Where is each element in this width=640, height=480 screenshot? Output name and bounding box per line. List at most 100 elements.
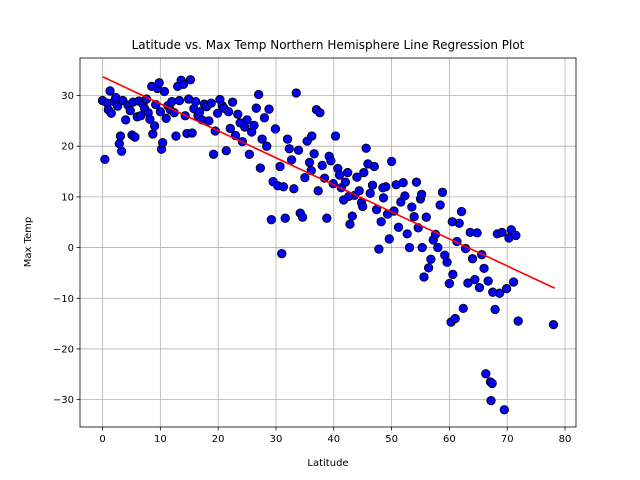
data-point (227, 97, 238, 107)
data-point (251, 103, 261, 113)
data-point (458, 303, 468, 314)
x-tick-label: 10 (154, 434, 167, 445)
data-point (365, 188, 375, 198)
data-point (313, 186, 323, 196)
data-point (264, 104, 274, 114)
data-point (225, 123, 235, 134)
data-point (270, 124, 281, 134)
chart-title: Latitude vs. Max Temp Northern Hemispher… (132, 38, 525, 52)
data-point (112, 101, 123, 111)
data-point (400, 191, 410, 201)
data-point (100, 154, 110, 165)
data-point (433, 242, 443, 253)
data-point (297, 212, 308, 222)
data-point (470, 274, 480, 285)
x-tick-label: 50 (385, 434, 398, 445)
data-point (161, 113, 171, 123)
x-tick-label: 70 (501, 434, 514, 445)
x-tick-label: 0 (99, 434, 105, 445)
data-point (398, 178, 408, 188)
data-point (249, 120, 259, 131)
data-point (513, 316, 523, 326)
data-point (255, 163, 266, 173)
y-tick-label: 0 (68, 243, 74, 254)
data-point (378, 193, 389, 203)
data-point (404, 242, 415, 253)
data-point (358, 201, 368, 212)
data-point (347, 211, 357, 221)
data-point (253, 89, 264, 100)
data-point (257, 134, 267, 144)
data-point (378, 183, 388, 193)
data-point (330, 131, 341, 141)
data-point (508, 277, 519, 287)
data-point (487, 378, 497, 389)
data-point (244, 149, 255, 159)
data-point (206, 98, 216, 108)
y-tick-label: −30 (53, 395, 74, 406)
data-point (105, 86, 115, 96)
data-point (307, 131, 317, 141)
data-point (277, 249, 287, 259)
data-point (386, 156, 397, 167)
data-point (354, 186, 364, 196)
data-point (435, 200, 445, 210)
data-point (334, 170, 345, 180)
data-point (204, 116, 214, 126)
data-point (259, 113, 270, 123)
x-tick-label: 60 (443, 434, 456, 445)
data-point (121, 115, 131, 125)
data-point (125, 106, 135, 116)
data-point (286, 155, 297, 165)
data-point (384, 234, 394, 244)
data-point (289, 184, 299, 194)
data-point (423, 263, 434, 273)
data-point (501, 283, 512, 294)
data-point (326, 156, 336, 166)
data-point (345, 219, 355, 229)
data-point (145, 114, 155, 124)
data-point (407, 202, 417, 212)
data-point (190, 96, 201, 107)
data-point (472, 228, 482, 238)
data-point (291, 88, 301, 98)
data-point (447, 217, 457, 227)
data-point (417, 189, 427, 199)
data-point (242, 115, 252, 125)
data-point (208, 149, 219, 159)
data-point (221, 146, 231, 156)
x-axis-label: Latitude (307, 458, 348, 469)
data-point (114, 139, 124, 149)
data-point (409, 211, 419, 222)
data-point (167, 96, 177, 107)
x-tick-label: 20 (212, 434, 225, 445)
data-point (442, 257, 452, 267)
data-point (304, 157, 315, 168)
data-point (426, 254, 436, 264)
data-point (411, 177, 422, 187)
data-point (284, 144, 294, 154)
y-tick-label: 20 (61, 142, 74, 153)
data-point (456, 206, 467, 217)
data-points (97, 75, 559, 415)
data-point (171, 131, 181, 141)
data-point (282, 134, 293, 144)
data-point (293, 145, 304, 155)
x-tick-label: 80 (559, 434, 572, 445)
data-point (130, 132, 140, 142)
data-point (233, 109, 243, 119)
data-point (315, 108, 325, 118)
data-point (548, 319, 559, 330)
data-point (393, 222, 404, 232)
data-point (367, 180, 378, 190)
data-point (275, 161, 285, 172)
data-point (116, 146, 127, 156)
x-axis: 0 10 20 30 40 50 60 70 80 (99, 427, 571, 445)
y-tick-label: −20 (53, 344, 74, 355)
data-point (444, 278, 455, 289)
y-axis-label: Max Temp (23, 217, 34, 268)
plot-frame (79, 57, 577, 428)
data-point (448, 269, 458, 280)
data-point (481, 369, 491, 379)
